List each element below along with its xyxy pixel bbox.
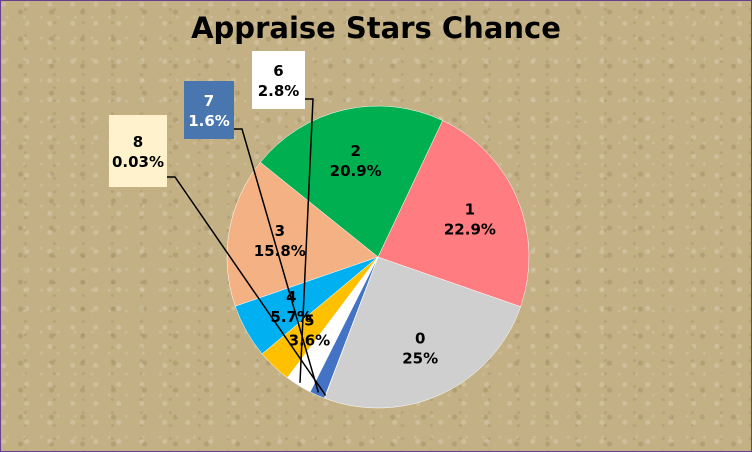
leader-line-7 [234,128,320,393]
slice-label-7: 7 [204,92,214,110]
pie-slice-1 [377,120,530,307]
pie-slice-3 [226,162,379,307]
slice-percent-8: 0.03% [112,153,164,171]
callout-box-6 [252,51,305,109]
slice-label-0: 0 [415,329,425,347]
pie-slice-0 [324,256,521,409]
slice-percent-3: 15.8% [254,242,306,260]
pie-labels: 025%122.9%220.9%315.8%45.7%53.6%62.8%71.… [109,51,496,396]
slice-percent-7: 1.6% [188,112,230,130]
slice-percent-6: 2.8% [258,82,300,100]
slice-percent-1: 22.9% [444,221,496,239]
slice-label-2: 2 [350,142,360,160]
callout-box-8 [109,115,167,187]
leader-line-8 [167,176,327,396]
chart-title: Appraise Stars Chance [191,11,561,45]
pie-slices [226,105,530,409]
slice-label-3: 3 [275,222,285,240]
pie-slice-8 [324,256,379,399]
slice-percent-0: 25% [402,349,438,367]
pie-slice-2 [259,105,443,258]
slice-percent-5: 3.6% [289,331,331,349]
slice-percent-2: 20.9% [330,162,382,180]
slice-label-8: 8 [133,133,143,151]
slice-label-6: 6 [273,62,283,80]
slice-label-5: 5 [304,311,314,329]
slice-label-1: 1 [465,201,475,219]
slice-percent-4: 5.7% [270,308,312,326]
callout-box-7 [184,81,234,139]
leader-line-6 [299,98,314,383]
